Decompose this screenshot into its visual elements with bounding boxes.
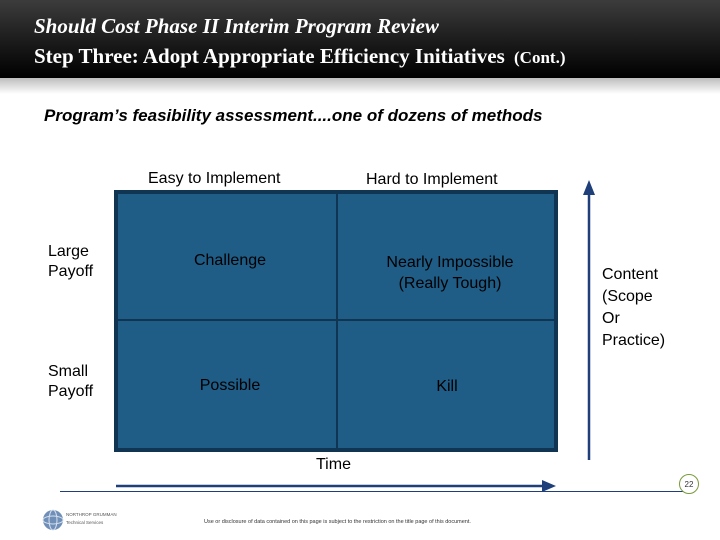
header-title-line1: Should Cost Phase II Interim Program Rev… bbox=[34, 14, 439, 38]
cell-label-possible: Possible bbox=[199, 377, 261, 394]
logo-text-line1: NORTHROP GRUMMAN bbox=[66, 512, 117, 517]
cell-label-challenge: Challenge bbox=[193, 252, 267, 269]
page-number-badge: 22 bbox=[679, 474, 699, 494]
globe-icon bbox=[42, 509, 64, 531]
row-header-small: Small Payoff bbox=[48, 363, 94, 400]
cell-label-nearly-impossible: Nearly Impossible (Really Tough) bbox=[386, 254, 514, 292]
horizontal-arrow-head bbox=[542, 480, 556, 492]
vertical-axis-label: Content (Scope Or Practice) bbox=[602, 266, 666, 349]
slide-header: Should Cost Phase II Interim Program Rev… bbox=[0, 0, 720, 78]
slide-subtitle: Program’s feasibility assessment....one … bbox=[44, 106, 543, 125]
cell-possible bbox=[116, 319, 338, 450]
vertical-arrow-head bbox=[583, 180, 595, 195]
header-shadow bbox=[0, 78, 720, 94]
col-header-hard: Hard to Implement bbox=[366, 171, 498, 188]
cell-challenge bbox=[116, 192, 338, 321]
logo-text-line2: Technical Services bbox=[66, 520, 104, 525]
cell-kill bbox=[336, 319, 556, 450]
col-header-easy: Easy to Implement bbox=[148, 170, 281, 187]
header-title-main: Step Three: Adopt Appropriate Efficiency… bbox=[34, 44, 505, 68]
horizontal-axis-label: Time bbox=[316, 456, 351, 473]
company-logo: NORTHROP GRUMMAN Technical Services bbox=[42, 509, 146, 531]
cell-label-kill: Kill bbox=[436, 378, 458, 395]
header-title-suffix: (Cont.) bbox=[514, 48, 566, 67]
row-header-large: Large Payoff bbox=[48, 243, 94, 280]
footer-divider bbox=[60, 491, 688, 492]
header-title-line2: Step Three: Adopt Appropriate Efficiency… bbox=[34, 44, 565, 69]
footer-disclaimer: Use or disclosure of data contained on t… bbox=[204, 519, 471, 525]
feasibility-matrix bbox=[114, 190, 558, 452]
